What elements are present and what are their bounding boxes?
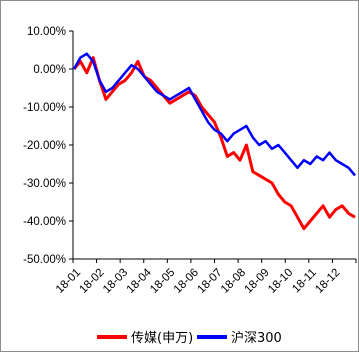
x-axis: 18-0118-0218-0318-0418-0518-0618-0718-08… xyxy=(54,258,357,296)
y-tick-label: -40.00% xyxy=(23,216,66,228)
series-line-media xyxy=(72,56,356,231)
x-tick-label: 18-12 xyxy=(313,267,342,296)
legend-label: 沪深300 xyxy=(231,330,282,346)
x-tick-label: 18-03 xyxy=(101,267,130,296)
y-tick-label: 10.00% xyxy=(27,26,66,38)
x-tick-label: 18-06 xyxy=(172,267,201,296)
y-tick-label: -30.00% xyxy=(23,178,66,190)
series-line-hs300 xyxy=(72,52,356,177)
y-axis: 10.00% 0.00% -10.00% -20.00% -30.00% -40.00% -… xyxy=(23,26,74,266)
x-tick-label: 18-04 xyxy=(125,266,155,296)
x-tick-label: 18-02 xyxy=(77,267,106,296)
y-tick-label: 0.00% xyxy=(33,64,66,76)
y-tick-label: -50.00% xyxy=(23,254,66,266)
y-tick-label: -10.00% xyxy=(23,102,66,114)
x-tick-label: 18-09 xyxy=(242,267,271,296)
x-tick-label: 18-11 xyxy=(290,267,319,296)
x-tick-label: 18-07 xyxy=(195,267,224,296)
y-tick-label: -20.00% xyxy=(23,140,66,152)
x-tick-label: 18-10 xyxy=(266,267,295,296)
x-tick-label: 18-05 xyxy=(148,267,177,296)
series-lines xyxy=(72,52,356,231)
legend: 传媒(申万) 沪深300 xyxy=(97,330,282,346)
x-tick-label: 18-08 xyxy=(219,267,248,296)
legend-label: 传媒(申万) xyxy=(131,331,193,346)
x-tick-label: 18-01 xyxy=(54,267,83,296)
